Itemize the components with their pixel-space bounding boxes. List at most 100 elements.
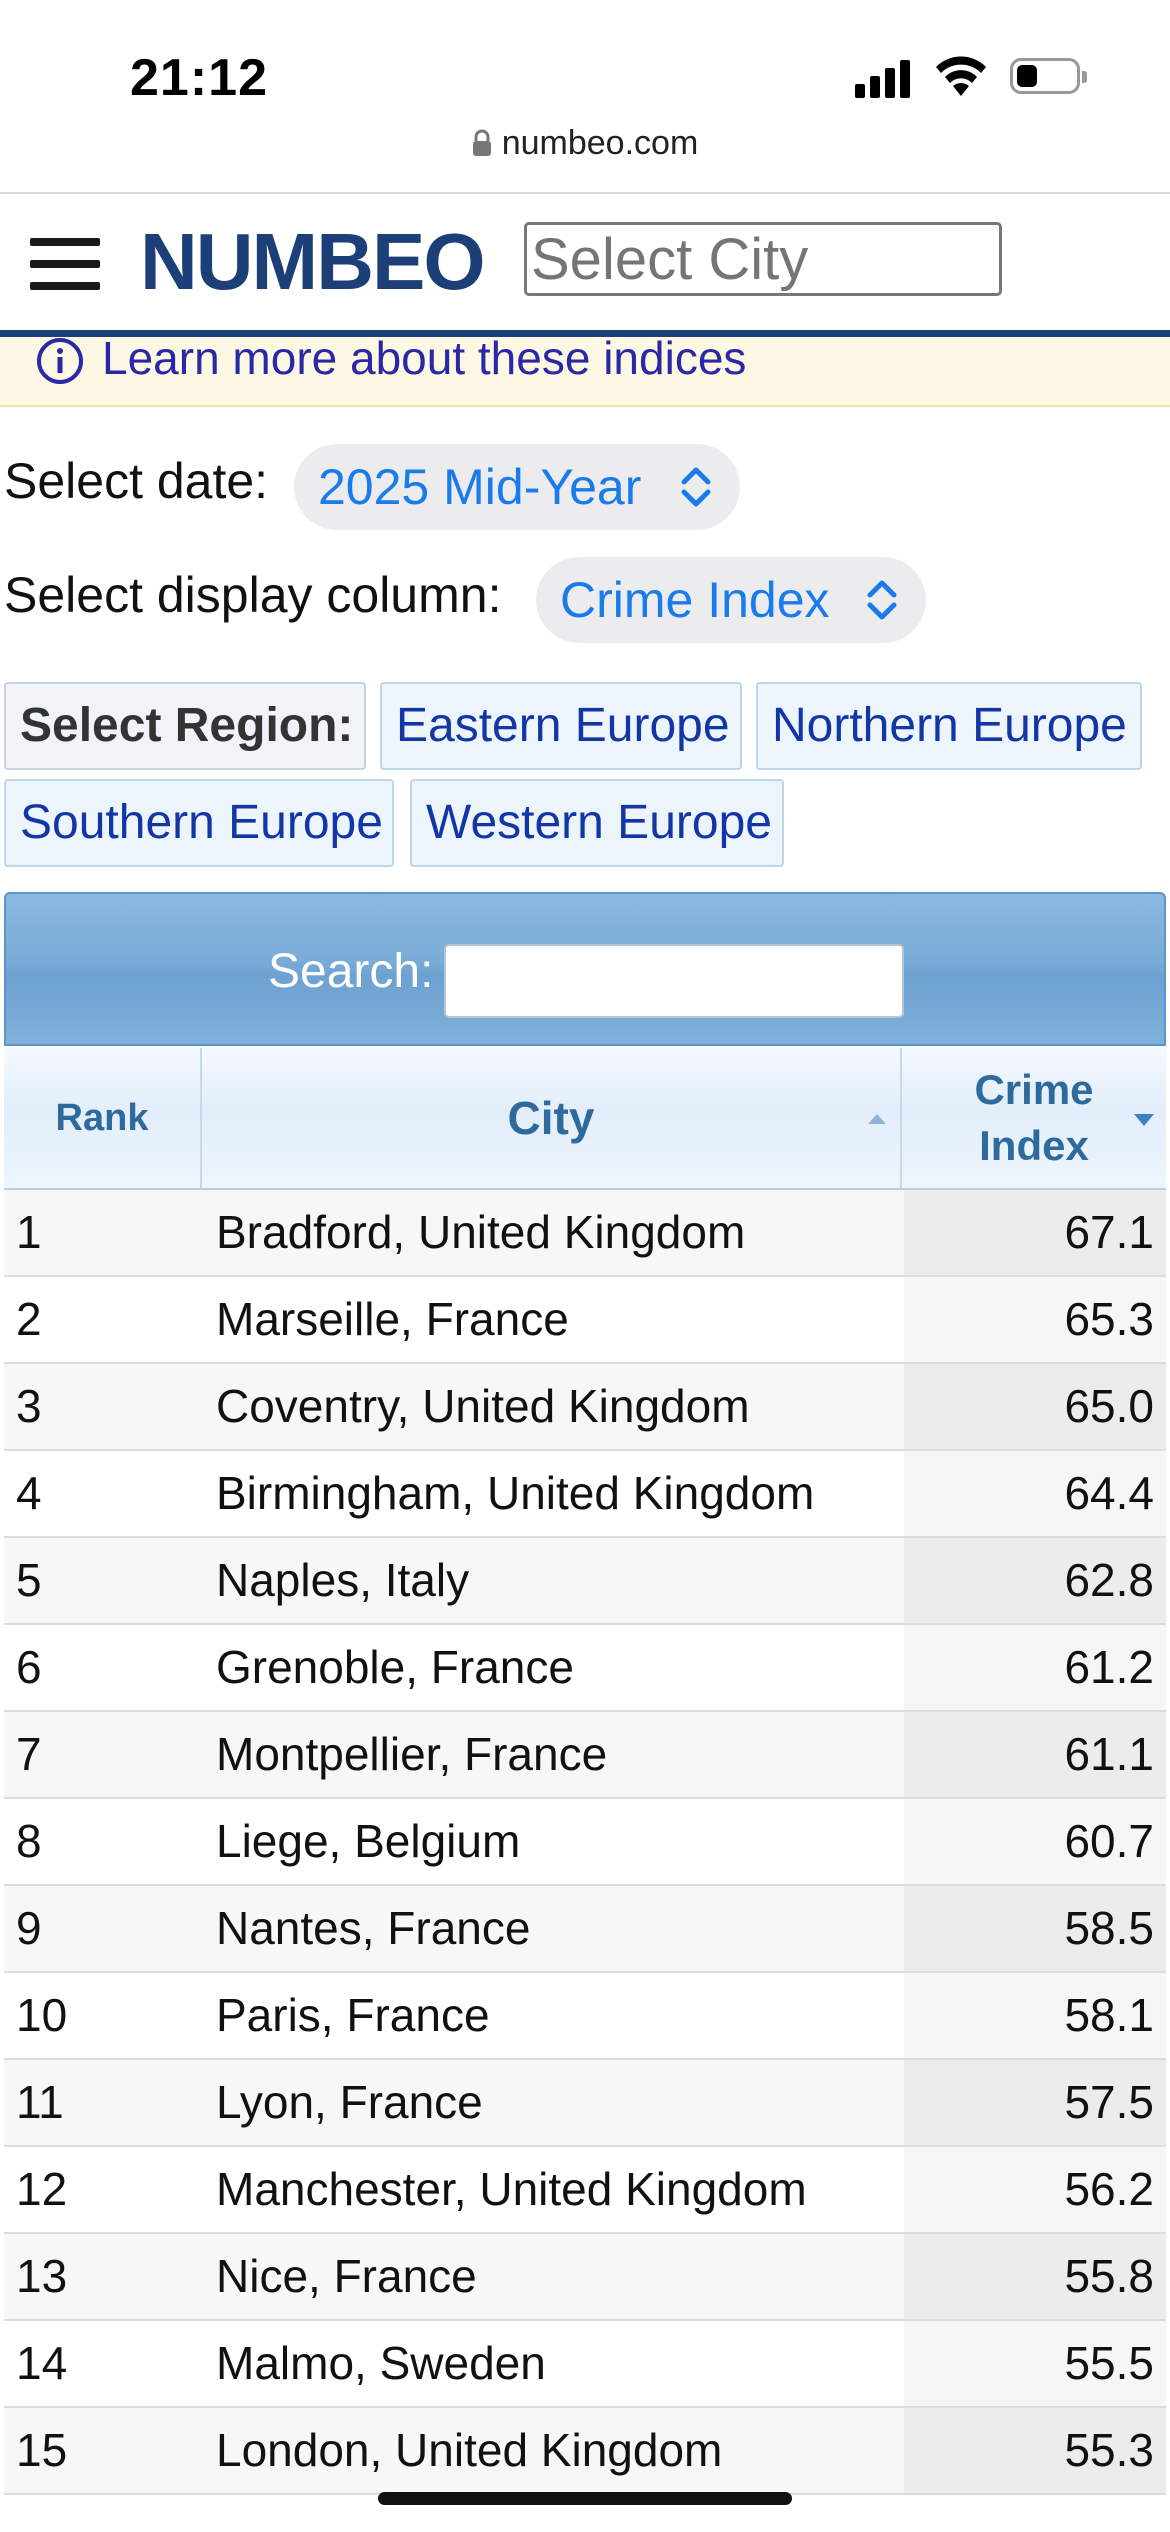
column-header-crime-index[interactable]: Crime Index [902,1048,1166,1188]
cellular-signal-icon [855,58,915,98]
region-eastern-europe[interactable]: Eastern Europe [380,682,742,770]
rank-cell: 10 [16,1989,68,2041]
crime-index-cell: 55.8 [904,2234,1166,2319]
city-link[interactable]: Liege, Belgium [216,1815,521,1867]
table-row: 11 Lyon, France 57.5 [4,2060,1166,2147]
home-indicator[interactable] [378,2492,792,2505]
crime-index-cell: 55.5 [904,2321,1166,2406]
wifi-icon [936,56,986,96]
city-link[interactable]: Paris, France [216,1989,490,2041]
select-city-input[interactable] [524,222,1002,296]
table-row: 2 Marseille, France 65.3 [4,1277,1166,1364]
rank-cell: 12 [16,2163,68,2215]
table-header: Rank City Crime Index [4,1048,1166,1190]
crime-header-line1: Crime [974,1066,1094,1113]
sort-desc-icon [1134,1114,1154,1126]
select-date-label: Select date: [4,453,269,509]
table-row: 3 Coventry, United Kingdom 65.0 [4,1364,1166,1451]
crime-index-cell: 64.4 [904,1451,1166,1536]
battery-icon [1010,58,1087,94]
column-header-city[interactable]: City [202,1048,902,1188]
rank-cell: 7 [16,1728,42,1780]
table-search-bar: Search: [4,892,1166,1046]
crime-index-cell: 56.2 [904,2147,1166,2232]
city-link[interactable]: Birmingham, United Kingdom [216,1467,815,1519]
search-label: Search: [268,945,434,998]
city-link[interactable]: Naples, Italy [216,1554,470,1606]
city-link[interactable]: Manchester, United Kingdom [216,2163,807,2215]
learn-more-link[interactable]: Learn more about these indices [102,332,747,384]
table-row: 5 Naples, Italy 62.8 [4,1538,1166,1625]
info-banner: Learn more about these indices [0,332,1170,407]
chevron-updown-icon [867,580,897,620]
table-row: 12 Manchester, United Kingdom 56.2 [4,2147,1166,2234]
rank-cell: 9 [16,1902,42,1954]
table-row: 7 Montpellier, France 61.1 [4,1712,1166,1799]
city-link[interactable]: Nice, France [216,2250,477,2302]
address-bar[interactable]: numbeo.com [0,124,1170,163]
crime-index-cell: 55.3 [904,2408,1166,2493]
crime-index-cell: 60.7 [904,1799,1166,1884]
crime-header-line2: Index [979,1122,1089,1169]
city-link[interactable]: London, United Kingdom [216,2424,723,2476]
column-header-rank[interactable]: Rank [4,1048,202,1188]
lock-icon [472,129,491,156]
city-link[interactable]: Malmo, Sweden [216,2337,546,2389]
city-link[interactable]: Bradford, United Kingdom [216,1206,746,1258]
table-row: 1 Bradford, United Kingdom 67.1 [4,1190,1166,1277]
crime-index-cell: 61.1 [904,1712,1166,1797]
table-row: 15 London, United Kingdom 55.3 [4,2408,1166,2495]
city-link[interactable]: Grenoble, France [216,1641,574,1693]
rank-cell: 11 [16,2076,64,2128]
rank-cell: 14 [16,2337,68,2389]
table-row: 13 Nice, France 55.8 [4,2234,1166,2321]
info-icon [37,338,83,384]
rank-cell: 1 [16,1206,42,1258]
status-bar: 21:12 numbeo.com [0,0,1170,162]
region-southern-europe[interactable]: Southern Europe [4,779,394,867]
header-divider [0,330,1170,337]
column-select[interactable]: Crime Index [536,557,926,643]
rank-cell: 3 [16,1380,42,1432]
column-select-value: Crime Index [560,572,830,628]
crime-index-cell: 58.1 [904,1973,1166,2058]
numbeo-logo[interactable]: NUMBEO [140,217,486,306]
city-link[interactable]: Nantes, France [216,1902,531,1954]
crime-index-cell: 57.5 [904,2060,1166,2145]
ranking-table-body: 1 Bradford, United Kingdom 67.1 2 Marseille… [4,1190,1166,2495]
rank-cell: 13 [16,2250,68,2302]
sort-asc-icon [868,1114,886,1124]
rank-cell: 8 [16,1815,42,1867]
crime-index-cell: 65.0 [904,1364,1166,1449]
crime-index-cell: 61.2 [904,1625,1166,1710]
crime-index-cell: 62.8 [904,1538,1166,1623]
table-row: 10 Paris, France 58.1 [4,1973,1166,2060]
rank-cell: 15 [16,2424,68,2476]
status-time: 21:12 [130,49,268,107]
date-select-value: 2025 Mid-Year [318,459,642,515]
table-row: 9 Nantes, France 58.5 [4,1886,1166,1973]
table-row: 4 Birmingham, United Kingdom 64.4 [4,1451,1166,1538]
rank-cell: 5 [16,1554,42,1606]
table-search-input[interactable] [444,944,904,1018]
crime-index-cell: 65.3 [904,1277,1166,1362]
region-western-europe[interactable]: Western Europe [410,779,784,867]
city-link[interactable]: Marseille, France [216,1293,569,1345]
select-region-label: Select Region: [4,682,366,770]
rank-cell: 6 [16,1641,42,1693]
city-link[interactable]: Montpellier, France [216,1728,608,1780]
divider [0,192,1170,194]
region-northern-europe[interactable]: Northern Europe [756,682,1142,770]
city-link[interactable]: Lyon, France [216,2076,483,2128]
select-column-label: Select display column: [4,567,502,623]
date-select[interactable]: 2025 Mid-Year [294,444,740,530]
city-link[interactable]: Coventry, United Kingdom [216,1380,750,1432]
menu-icon[interactable] [30,238,100,290]
rank-cell: 2 [16,1293,42,1345]
site-header: NUMBEO [0,194,1170,330]
chevron-updown-icon [681,467,711,507]
url-text: numbeo.com [501,124,699,162]
crime-index-cell: 58.5 [904,1886,1166,1971]
table-row: 6 Grenoble, France 61.2 [4,1625,1166,1712]
table-row: 8 Liege, Belgium 60.7 [4,1799,1166,1886]
